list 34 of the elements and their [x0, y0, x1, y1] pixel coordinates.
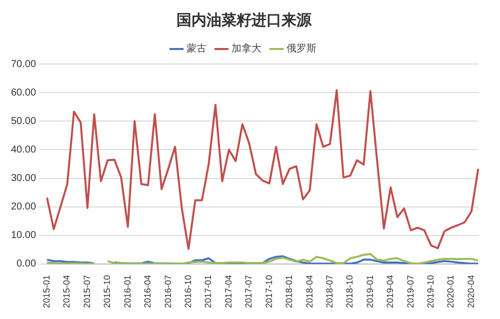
y-tick-label: 20.00	[10, 202, 36, 213]
y-tick-label: 50.00	[10, 116, 36, 127]
x-tick-label: 2015-01	[42, 274, 52, 308]
x-tick-label: 2019-07	[405, 274, 416, 308]
x-tick-label: 2016-10	[182, 274, 193, 308]
chart-title: 国内油菜籽进口来源	[176, 12, 312, 29]
legend-label: 蒙古	[186, 42, 206, 55]
legend-label: 加拿大	[232, 42, 262, 55]
x-tick-label: 2015-07	[82, 274, 92, 308]
x-tick-label: 2017-10	[264, 274, 274, 308]
x-tick-label: 2020-04	[466, 274, 476, 308]
y-tick-label: 10.00	[10, 230, 36, 242]
x-tick-label: 2016-07	[162, 274, 173, 308]
y-tick-label: 60.00	[10, 87, 36, 98]
x-tick-label: 2015-04	[62, 274, 72, 308]
y-tick-label: 0.00	[16, 258, 36, 270]
x-tick-label: 2018-07	[324, 274, 334, 308]
x-tick-label: 2019-10	[426, 274, 436, 308]
x-tick-label: 2019-01	[364, 274, 375, 308]
x-tick-label: 2015-10	[102, 274, 112, 308]
x-tick-label: 2018-10	[344, 274, 355, 308]
x-tick-label: 2016-01	[122, 274, 132, 308]
x-tick-label: 2017-07	[244, 274, 254, 308]
x-tick-label: 2018-01	[284, 274, 294, 308]
y-tick-label: 40.00	[10, 144, 36, 156]
legend-label: 俄罗斯	[286, 42, 316, 55]
x-tick-label: 2019-04	[385, 274, 396, 308]
x-tick-label: 2016-04	[142, 274, 153, 308]
x-tick-label: 2018-04	[304, 274, 314, 308]
y-tick-label: 70.00	[10, 58, 36, 70]
x-tick-label: 2017-01	[203, 274, 214, 308]
x-tick-label: 2017-04	[223, 274, 234, 308]
x-tick-label: 2020-01	[446, 274, 456, 308]
y-tick-label: 30.00	[10, 173, 36, 184]
